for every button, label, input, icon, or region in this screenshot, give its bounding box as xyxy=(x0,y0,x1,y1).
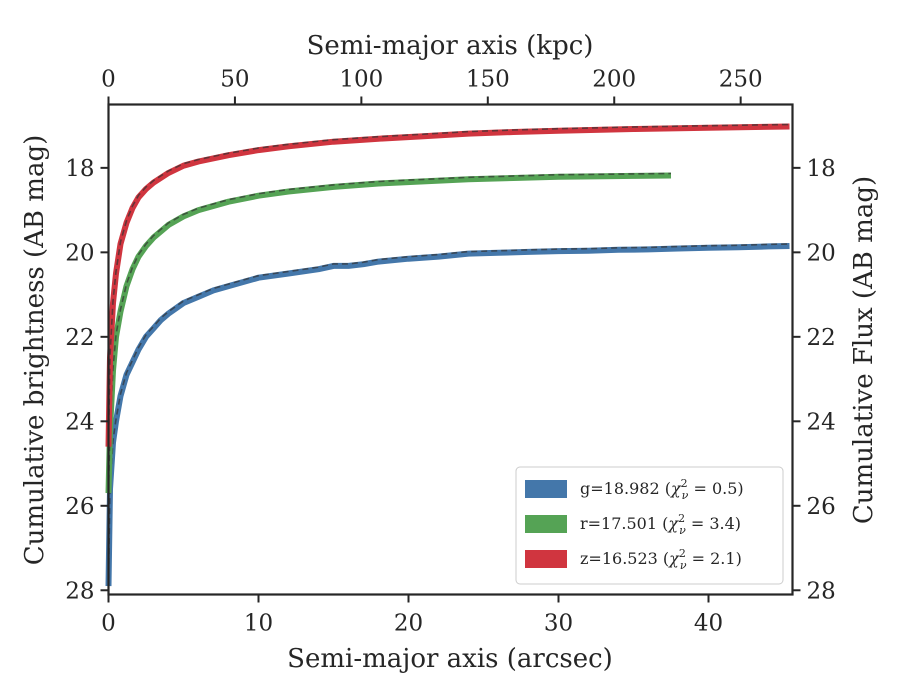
legend-label-1: g=18.982 (χ2 ν = 0.5) xyxy=(580,477,744,502)
right-y-tick-label: 26 xyxy=(807,494,836,520)
y-tick-label: 20 xyxy=(65,240,94,266)
y-tick-label: 26 xyxy=(65,494,94,520)
x-tick-label: 10 xyxy=(244,611,273,637)
y-tick-label: 22 xyxy=(65,325,94,351)
top-x-axis-label: Semi-major axis (kpc) xyxy=(307,31,594,61)
top-x-tick-label: 0 xyxy=(101,67,116,93)
series-2-fit-line xyxy=(107,172,672,492)
x-tick-label: 40 xyxy=(694,611,723,637)
right-y-tick-label: 18 xyxy=(807,156,836,182)
legend-label-3: z=16.523 (χ2 ν = 2.1) xyxy=(580,547,742,572)
legend-swatch-2 xyxy=(525,515,567,533)
series-1-line xyxy=(105,243,790,587)
series-3-fit-line xyxy=(107,123,790,445)
x-tick-label: 20 xyxy=(394,611,423,637)
series-3-line xyxy=(105,123,790,447)
right-y-tick-label: 20 xyxy=(807,240,836,266)
y-axis-label: Cumulative brightness (AB mag) xyxy=(20,135,50,566)
right-y-tick-label: 24 xyxy=(807,409,836,435)
top-x-tick-label: 50 xyxy=(220,67,249,93)
legend-swatch-3 xyxy=(525,550,567,568)
plot-frame xyxy=(107,103,794,596)
series-layer xyxy=(105,123,790,587)
top-x-tick-label: 250 xyxy=(719,67,763,93)
top-x-tick-label: 200 xyxy=(592,67,636,93)
series-2-line xyxy=(105,172,672,494)
legend-items: g=18.982 (χ2 ν = 0.5) r=17.501 (χ2 ν = 3.4)… xyxy=(525,477,744,572)
y-tick-label: 28 xyxy=(65,578,94,604)
right-y-tick-label: 22 xyxy=(807,325,836,351)
legend: g=18.982 (χ2 ν = 0.5) r=17.501 (χ2 ν = 3.4)… xyxy=(515,466,784,585)
x-tick-label: 30 xyxy=(544,611,573,637)
y-tick-label: 18 xyxy=(65,156,94,182)
top-x-tick-label: 150 xyxy=(466,67,510,93)
top-x-tick-label: 100 xyxy=(339,67,383,93)
legend-swatch-1 xyxy=(525,480,567,498)
right-y-axis-label: Cumulative Flux (AB mag) xyxy=(849,176,879,524)
x-axis-label: Semi-major axis (arcsec) xyxy=(287,644,613,674)
legend-frame xyxy=(515,466,784,585)
legend-label-2: r=17.501 (χ2 ν = 3.4) xyxy=(580,512,741,537)
ticks-layer: 0 10 20 30 40 0 50 100 150 200 250 18 18 20 20 22 22 24 24… xyxy=(65,67,836,637)
right-y-tick-label: 28 xyxy=(807,578,836,604)
x-tick-label: 0 xyxy=(101,611,116,637)
y-tick-label: 24 xyxy=(65,409,94,435)
